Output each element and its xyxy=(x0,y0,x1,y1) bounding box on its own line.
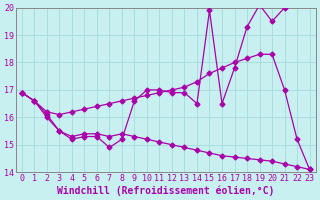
X-axis label: Windchill (Refroidissement éolien,°C): Windchill (Refroidissement éolien,°C) xyxy=(57,185,274,196)
